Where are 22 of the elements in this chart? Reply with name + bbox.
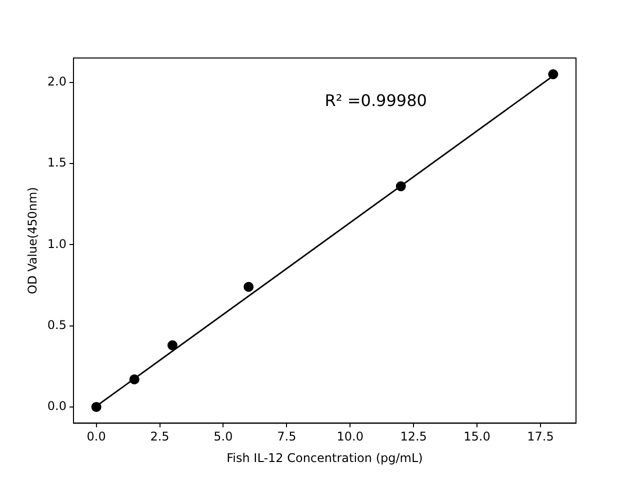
x-tick-label: 2.5 (150, 430, 170, 444)
y-tick-label: 2.0 (47, 74, 66, 88)
x-tick-label: 0.0 (86, 430, 106, 444)
y-tick-label: 0.0 (47, 399, 66, 414)
y-tick-label: 1.5 (47, 156, 66, 170)
x-tick-label: 5.0 (214, 430, 233, 444)
y-axis-title: OD Value(450nm) (25, 187, 40, 294)
point (167, 340, 178, 350)
x-tick-label: 15.0 (464, 430, 490, 444)
point (244, 282, 254, 292)
point (129, 374, 140, 384)
x-axis-title: Fish IL-12 Concentration (pg/mL) (226, 450, 423, 465)
point (396, 181, 406, 192)
y-tick-label: 1.0 (47, 236, 66, 251)
x-tick-label: 7.5 (277, 430, 296, 444)
x-tick-label: 10.0 (336, 430, 364, 444)
point (548, 69, 558, 80)
y-tick-label: 0.5 (47, 318, 66, 332)
point (91, 402, 102, 412)
annotation: R² =0.99980 (324, 91, 427, 110)
x-tick-label: 17.5 (527, 430, 554, 444)
x-tick-label: 12.5 (400, 430, 427, 444)
